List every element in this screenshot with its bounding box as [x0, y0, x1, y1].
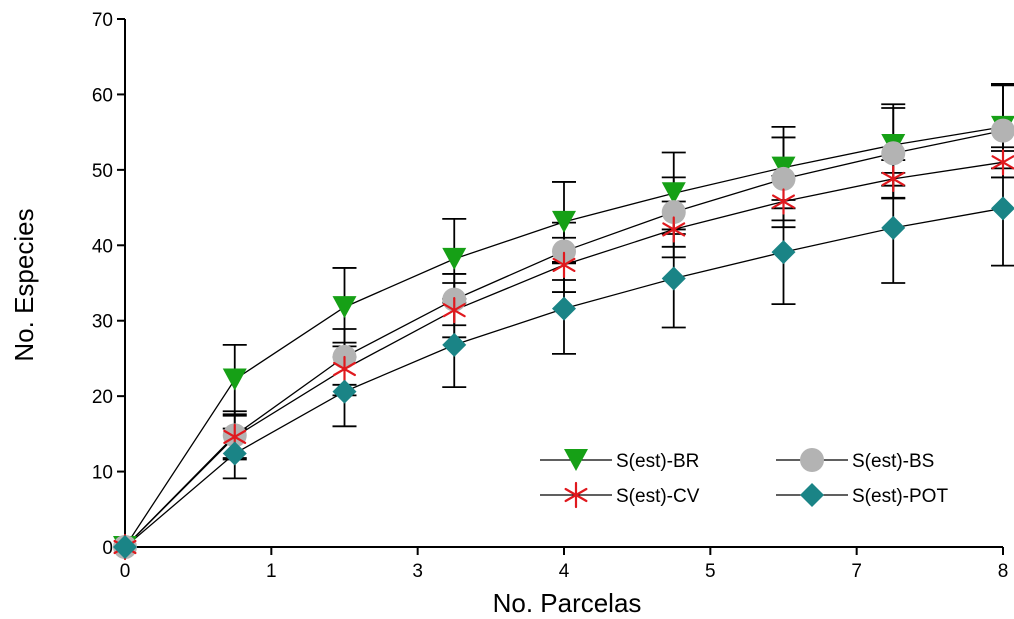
- series-s-est-br-point: [442, 247, 467, 270]
- series-s-est-pot-point: [991, 196, 1014, 221]
- asterisk-stroke: [881, 171, 905, 187]
- series-s-est-pot-point: [661, 266, 686, 291]
- legend-marker: [800, 448, 824, 472]
- y-tick-label: 60: [92, 85, 113, 106]
- series-s-est-br-point: [661, 182, 686, 205]
- x-tick-label: 1: [266, 561, 277, 582]
- series-s-est-pot-point: [442, 332, 467, 357]
- asterisk-stroke: [333, 361, 356, 377]
- legend: S(est)-BR S(est)-BS S(est)-CV S(est)-POT: [540, 448, 948, 509]
- series-s-est-bs-point: [881, 141, 906, 166]
- asterisk-stroke: [552, 257, 576, 272]
- series-s-est-cv-point: [552, 251, 576, 278]
- y-tick-label: 40: [92, 236, 113, 257]
- legend-label: S(est)-BS: [852, 451, 934, 472]
- y-tick-label: 10: [92, 463, 113, 484]
- series-s-est-pot-point: [552, 296, 576, 321]
- series-s-est-cv-point: [442, 297, 466, 324]
- asterisk-stroke: [442, 303, 466, 318]
- legend-entry-s-est-cv: S(est)-CV: [540, 481, 700, 509]
- legend-entry-s-est-bs: S(est)-BS: [776, 448, 934, 472]
- legend-marker: [800, 483, 824, 507]
- series-s-est-cv-point: [881, 165, 905, 193]
- x-tick-label: 0: [120, 561, 131, 582]
- x-tick-label: 5: [705, 561, 716, 582]
- series-s-est-bs-point: [771, 166, 796, 191]
- series-s-est-pot-point: [771, 240, 796, 265]
- legend-label: S(est)-CV: [616, 486, 700, 507]
- series-s-est-bs-point: [552, 239, 576, 264]
- asterisk-stroke: [991, 155, 1014, 170]
- y-tick-label: 0: [102, 538, 113, 559]
- series-s-est-pot-point: [881, 215, 906, 240]
- x-tick-label: 4: [559, 561, 570, 582]
- series-s-est-br-point: [332, 296, 357, 319]
- asterisk-stroke: [223, 429, 247, 444]
- series-s-est-cv-point: [991, 149, 1014, 176]
- y-tick-label: 50: [92, 161, 113, 182]
- series-s-est-cv-point: [772, 188, 795, 215]
- legend-entry-s-est-br: S(est)-BR: [540, 449, 699, 472]
- series-s-est-cv-point: [662, 216, 686, 243]
- legend-marker: [564, 481, 588, 509]
- legend-entry-s-est-pot: S(est)-POT: [776, 483, 948, 507]
- legend-label: S(est)-POT: [852, 486, 948, 507]
- y-axis-title: No. Especies: [9, 208, 39, 361]
- series-s-est-bs-point: [991, 118, 1014, 143]
- series-s-est-pot-point: [113, 535, 137, 559]
- series-s-est-br-point: [552, 210, 576, 233]
- series-s-est-bs-point: [661, 200, 686, 225]
- x-tick-label: 8: [998, 561, 1009, 582]
- y-tick-label: 20: [92, 387, 113, 408]
- asterisk-stroke: [772, 194, 795, 209]
- x-tick-label: 3: [412, 561, 423, 582]
- y-tick-label: 70: [92, 10, 113, 31]
- x-axis-title: No. Parcelas: [493, 588, 642, 618]
- series-s-est-cv-point: [333, 355, 356, 383]
- series-s-est-pot-point: [332, 379, 357, 404]
- asterisk-stroke: [564, 487, 588, 503]
- asterisk-stroke: [662, 222, 686, 237]
- x-tick-label: 7: [851, 561, 862, 582]
- y-tick-label: 30: [92, 312, 113, 333]
- legend-label: S(est)-BR: [616, 451, 699, 472]
- series-s-est-pot-point: [222, 441, 247, 466]
- series-markers: [113, 115, 1014, 561]
- legend-marker: [564, 449, 588, 471]
- series-s-est-br-point: [222, 368, 247, 391]
